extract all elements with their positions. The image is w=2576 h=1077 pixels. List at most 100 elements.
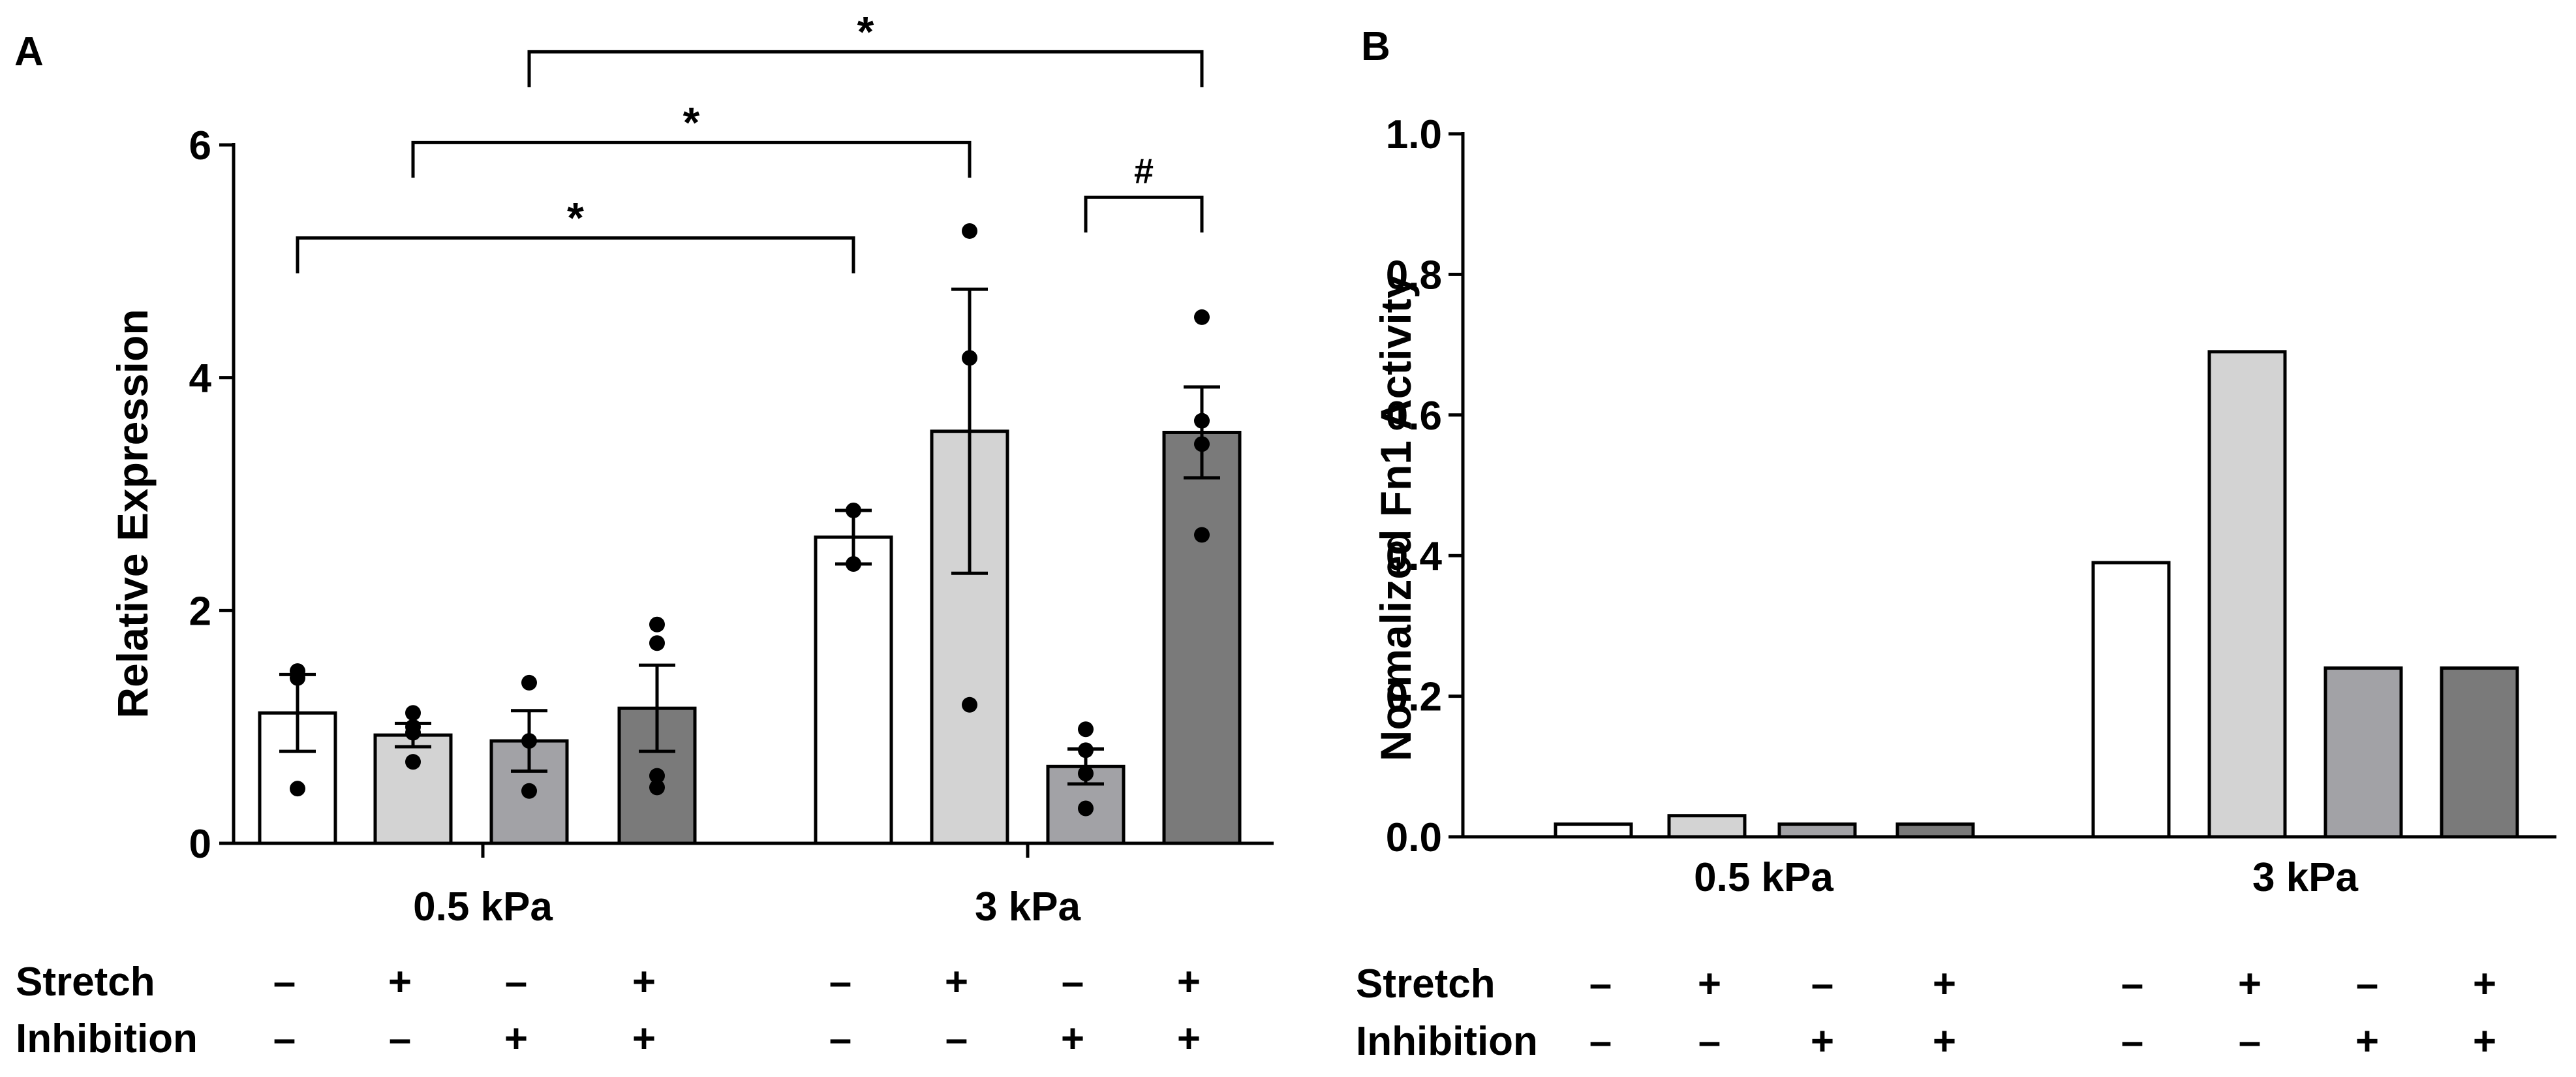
bar — [1162, 430, 1242, 845]
data-point — [649, 635, 665, 651]
stretch-indicator: + — [945, 960, 968, 1005]
panel-a: A 0 2 4 6 0.5 kPa 3 kPa Relative Expression * * * #… — [14, 7, 1274, 1061]
group-label: 3 kPa — [2252, 855, 2359, 900]
inhibition-indicator: + — [504, 1016, 528, 1061]
data-point — [1078, 800, 1094, 817]
bar — [2091, 561, 2171, 839]
inhibition-indicator: – — [945, 1016, 968, 1061]
data-point — [521, 733, 537, 749]
stretch-row-label: Stretch — [1356, 961, 1495, 1007]
stretch-indicator: + — [1177, 960, 1201, 1005]
significance-label: * — [857, 7, 874, 55]
group-label: 3 kPa — [975, 884, 1081, 929]
data-point — [649, 779, 665, 796]
y-tick-label: 0.4 — [1386, 534, 1443, 579]
bar — [373, 733, 453, 845]
y-tick-label: 0.0 — [1386, 815, 1442, 860]
inhibition-indicator: + — [2473, 1019, 2496, 1064]
bar — [2207, 350, 2287, 839]
data-point — [290, 670, 305, 686]
y-tick-label: 1.0 — [1386, 112, 1442, 157]
stretch-indicator: – — [2121, 961, 2143, 1007]
bar — [1554, 822, 1633, 839]
inhibition-indicator: + — [1061, 1016, 1084, 1061]
data-point — [405, 754, 421, 770]
stretch-indicator: – — [1062, 960, 1084, 1005]
significance-label: # — [1134, 151, 1154, 191]
stretch-indicator: + — [2473, 961, 2496, 1007]
significance-bracket — [527, 50, 1204, 87]
data-point — [1078, 742, 1094, 758]
significance-bracket — [411, 140, 972, 178]
inhibition-indicator: + — [2355, 1019, 2379, 1064]
bar — [2323, 666, 2403, 839]
inhibition-indicator: – — [2121, 1019, 2143, 1064]
data-point — [846, 502, 861, 518]
group-label: 0.5 kPa — [1694, 855, 1833, 900]
significance-bracket — [296, 236, 855, 273]
stretch-row-label: Stretch — [16, 960, 155, 1005]
inhibition-indicator: + — [1933, 1019, 1956, 1064]
stretch-indicator: + — [1698, 961, 1721, 1007]
stretch-indicator: – — [829, 960, 851, 1005]
y-tick-label: 0 — [189, 822, 211, 867]
data-point — [962, 350, 977, 366]
stretch-indicator: + — [2238, 961, 2262, 1007]
data-point — [1078, 766, 1094, 781]
bar — [1895, 822, 1975, 839]
bar — [1667, 814, 1747, 839]
stretch-indicator: – — [1589, 961, 1612, 1007]
panel-b: B 0.0 0.2 0.4 0.6 0.8 1.0 0.5 kPa 3 kPa Normalize… — [1356, 24, 2556, 1064]
stretch-indicator: – — [505, 960, 527, 1005]
y-tick-label: 4 — [189, 356, 212, 401]
stretch-indicator: + — [1933, 961, 1956, 1007]
inhibition-indicator: – — [273, 1016, 296, 1061]
stretch-indicator: – — [273, 960, 296, 1005]
significance-label: * — [567, 194, 584, 242]
significance-bracket — [1084, 195, 1204, 233]
inhibition-indicator: + — [1811, 1019, 1834, 1064]
data-point — [962, 223, 977, 239]
y-tick-label: 0.2 — [1386, 675, 1442, 720]
y-axis-label: Relative Expression — [108, 309, 157, 718]
inhibition-row-label: Inhibition — [1356, 1019, 1538, 1064]
data-point — [1194, 436, 1210, 452]
data-point — [649, 616, 665, 632]
data-point — [649, 768, 665, 784]
data-point — [1194, 309, 1210, 325]
stretch-indicator: + — [388, 960, 412, 1005]
y-tick-label: 6 — [189, 123, 211, 168]
data-point — [290, 781, 305, 797]
panel-label-a: A — [14, 29, 44, 74]
inhibition-indicator: + — [632, 1016, 656, 1061]
data-point — [1194, 527, 1210, 543]
data-point — [962, 696, 977, 713]
inhibition-indicator: – — [1698, 1019, 1721, 1064]
inhibition-indicator: – — [389, 1016, 411, 1061]
bar — [814, 535, 893, 845]
data-point — [521, 783, 537, 799]
data-point — [1194, 413, 1210, 429]
data-point — [846, 556, 861, 572]
data-point — [405, 705, 421, 721]
data-point — [1078, 721, 1094, 738]
inhibition-indicator: – — [829, 1016, 851, 1061]
y-tick-label: 0.6 — [1386, 394, 1442, 439]
bar — [930, 429, 1009, 845]
data-point — [521, 674, 537, 691]
inhibition-indicator: – — [1589, 1019, 1612, 1064]
stretch-indicator: – — [1811, 961, 1833, 1007]
stretch-indicator: + — [632, 960, 656, 1005]
y-tick-label: 2 — [189, 589, 211, 634]
data-point — [405, 725, 421, 741]
bar — [1777, 822, 1857, 839]
inhibition-indicator: + — [1177, 1016, 1201, 1061]
inhibition-indicator: – — [2239, 1019, 2261, 1064]
y-tick-label: 0.8 — [1386, 253, 1442, 298]
stretch-indicator: – — [2356, 961, 2378, 1007]
bar — [2440, 666, 2519, 839]
panel-label-b: B — [1361, 24, 1390, 69]
group-label: 0.5 kPa — [413, 884, 553, 929]
y-axis-label: Normalized Fn1 Activity — [1372, 274, 1420, 761]
